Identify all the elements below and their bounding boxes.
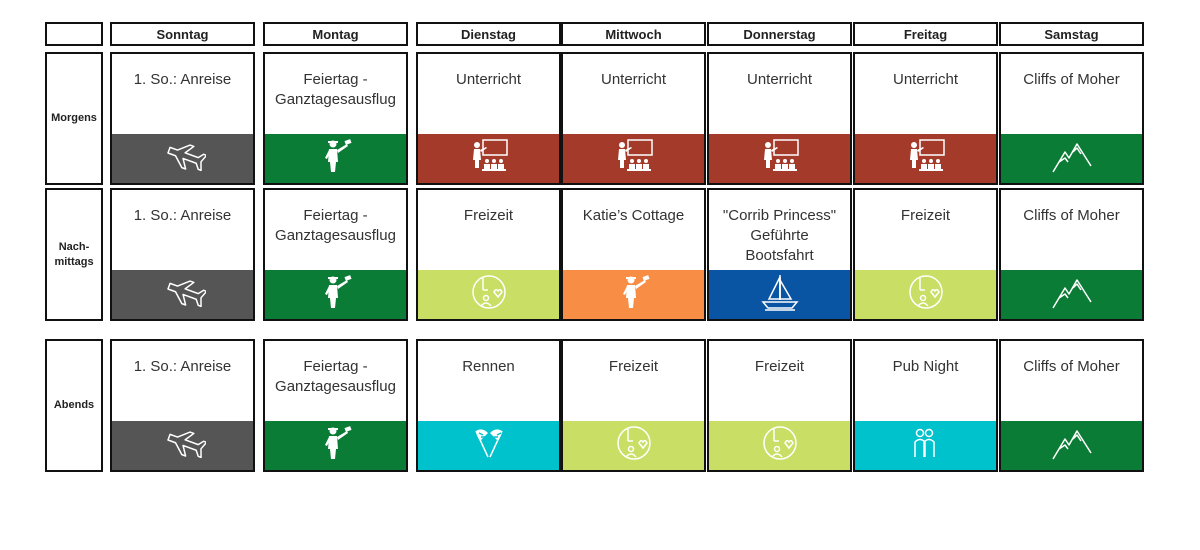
activity-label: Freizeit <box>608 358 659 375</box>
activity-label: Freizeit <box>900 207 951 224</box>
schedule-cell: 1. So.: Anreise <box>110 339 255 472</box>
activity-color-band <box>1001 421 1142 470</box>
schedule-cell: 1. So.: Anreise <box>110 188 255 321</box>
schedule-cell: Cliffs of Moher <box>999 188 1144 321</box>
activity-label: Cliffs of Moher <box>1023 71 1120 88</box>
classroom-icon <box>757 136 803 181</box>
schedule-cell: 1. So.: Anreise <box>110 52 255 185</box>
activity-label: Unterricht <box>600 71 667 88</box>
activity-color-band <box>563 134 704 183</box>
classroom-icon <box>466 136 512 181</box>
activity-color-band <box>855 421 996 470</box>
row-label: Morgens <box>45 52 103 185</box>
activity-label: Rennen <box>462 358 515 375</box>
activity-color-band <box>265 134 406 183</box>
schedule-cell: Unterricht <box>416 52 561 185</box>
activity-color-band <box>709 270 850 319</box>
racing-flags-icon <box>466 423 512 468</box>
schedule-cell: Freizeit <box>707 339 852 472</box>
free-time-icon <box>903 272 949 317</box>
activity-label: Freizeit <box>754 358 805 375</box>
tour-guide-icon <box>313 136 359 181</box>
activity-label: Freizeit <box>463 207 514 224</box>
tour-guide-icon <box>611 272 657 317</box>
activity-color-band <box>418 421 559 470</box>
activity-color-band <box>265 270 406 319</box>
activity-color-band <box>855 270 996 319</box>
free-time-icon <box>466 272 512 317</box>
schedule-cell: Feiertag - Ganztagesausflug <box>263 339 408 472</box>
free-time-icon <box>611 423 657 468</box>
activity-label: Feiertag - Ganztagesausflug <box>275 207 396 244</box>
schedule-cell: Pub Night <box>853 339 998 472</box>
people-icon <box>903 423 949 468</box>
row-label: Abends <box>45 339 103 472</box>
activity-color-band <box>112 134 253 183</box>
activity-color-band <box>1001 134 1142 183</box>
day-header-mittwoch: Mittwoch <box>561 22 706 46</box>
activity-label: 1. So.: Anreise <box>133 71 232 88</box>
corner-cell <box>45 22 103 46</box>
activity-color-band <box>709 421 850 470</box>
schedule-cell: Unterricht <box>561 52 706 185</box>
schedule-cell: "Corrib Princess" Geführte Bootsfahrt <box>707 188 852 321</box>
schedule-cell: Feiertag - Ganztagesausflug <box>263 52 408 185</box>
day-header-samstag: Samstag <box>999 22 1144 46</box>
schedule-cell: Freizeit <box>561 339 706 472</box>
activity-color-band <box>563 421 704 470</box>
activity-label: Katie’s Cottage <box>582 207 685 224</box>
day-header-montag: Montag <box>263 22 408 46</box>
activity-color-band <box>418 134 559 183</box>
schedule-cell: Katie’s Cottage <box>561 188 706 321</box>
mountain-icon <box>1049 272 1095 317</box>
activity-label: Unterricht <box>455 71 522 88</box>
tour-guide-icon <box>313 272 359 317</box>
activity-color-band <box>709 134 850 183</box>
day-header-freitag: Freitag <box>853 22 998 46</box>
schedule-cell: Rennen <box>416 339 561 472</box>
day-header-dienstag: Dienstag <box>416 22 561 46</box>
airplane-icon <box>160 136 207 181</box>
classroom-icon <box>903 136 949 181</box>
activity-label: Cliffs of Moher <box>1023 358 1120 375</box>
schedule-cell: Cliffs of Moher <box>999 339 1144 472</box>
activity-label: Feiertag - Ganztagesausflug <box>275 358 396 395</box>
schedule-cell: Unterricht <box>853 52 998 185</box>
schedule-cell: Cliffs of Moher <box>999 52 1144 185</box>
activity-label: Cliffs of Moher <box>1023 207 1120 224</box>
activity-color-band <box>418 270 559 319</box>
activity-color-band <box>1001 270 1142 319</box>
classroom-icon <box>611 136 657 181</box>
activity-color-band <box>855 134 996 183</box>
activity-color-band <box>112 270 253 319</box>
schedule-cell: Feiertag - Ganztagesausflug <box>263 188 408 321</box>
schedule-cell: Freizeit <box>853 188 998 321</box>
activity-label: 1. So.: Anreise <box>133 358 232 375</box>
activity-label: Unterricht <box>746 71 813 88</box>
schedule-cell: Unterricht <box>707 52 852 185</box>
activity-color-band <box>563 270 704 319</box>
day-header-donnerstag: Donnerstag <box>707 22 852 46</box>
day-header-sonntag: Sonntag <box>110 22 255 46</box>
activity-label: Unterricht <box>892 71 959 88</box>
activity-label: "Corrib Princess" Geführte Bootsfahrt <box>722 207 837 264</box>
sailboat-icon <box>757 272 803 317</box>
mountain-icon <box>1049 136 1095 181</box>
activity-color-band <box>112 421 253 470</box>
airplane-icon <box>160 272 207 317</box>
tour-guide-icon <box>313 423 359 468</box>
activity-label: 1. So.: Anreise <box>133 207 232 224</box>
mountain-icon <box>1049 423 1095 468</box>
airplane-icon <box>160 423 207 468</box>
activity-label: Pub Night <box>892 358 959 375</box>
activity-label: Feiertag - Ganztagesausflug <box>275 71 396 108</box>
free-time-icon <box>757 423 803 468</box>
schedule-cell: Freizeit <box>416 188 561 321</box>
row-label: Nach- mittags <box>45 188 103 321</box>
activity-color-band <box>265 421 406 470</box>
